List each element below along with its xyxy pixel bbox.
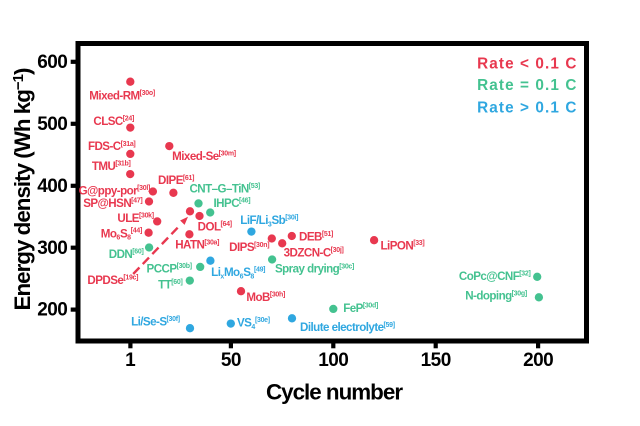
svg-text:50: 50 bbox=[221, 350, 241, 371]
svg-text:Rate > 0.1 C: Rate > 0.1 C bbox=[477, 100, 577, 117]
svg-text:150: 150 bbox=[421, 350, 451, 371]
svg-text:1: 1 bbox=[125, 350, 136, 371]
svg-text:LiF/Li3Sb[30i]: LiF/Li3Sb[30i] bbox=[240, 214, 298, 228]
svg-text:G@ppy-por[30l]: G@ppy-por[30l] bbox=[79, 185, 150, 198]
svg-text:Rate = 0.1 C: Rate = 0.1 C bbox=[477, 77, 577, 94]
svg-text:Spray drying[30c]: Spray drying[30c] bbox=[275, 263, 354, 276]
svg-text:Dilute electrolyte[59]: Dilute electrolyte[59] bbox=[300, 321, 395, 334]
svg-text:Mixed-RM[30o]: Mixed-RM[30o] bbox=[89, 89, 155, 102]
svg-text:Rate < 0.1 C: Rate < 0.1 C bbox=[477, 55, 577, 72]
svg-text:Energy density (Wh kg−1): Energy density (Wh kg−1) bbox=[10, 68, 35, 310]
svg-text:200: 200 bbox=[37, 300, 67, 321]
svg-text:300: 300 bbox=[37, 238, 67, 259]
svg-text:400: 400 bbox=[37, 176, 67, 197]
svg-text:500: 500 bbox=[37, 114, 67, 135]
svg-text:Cycle number: Cycle number bbox=[266, 380, 403, 405]
svg-text:SP@HSN[47]: SP@HSN[47] bbox=[83, 197, 142, 210]
svg-text:600: 600 bbox=[37, 52, 67, 73]
svg-text:CNT–G–TiN[53]: CNT–G–TiN[53] bbox=[189, 183, 260, 196]
svg-text:CoPc@CNF[32]: CoPc@CNF[32] bbox=[459, 270, 531, 283]
svg-text:3DZCN-C[30j]: 3DZCN-C[30j] bbox=[284, 247, 344, 260]
svg-text:200: 200 bbox=[523, 350, 553, 371]
svg-text:100: 100 bbox=[318, 350, 348, 371]
